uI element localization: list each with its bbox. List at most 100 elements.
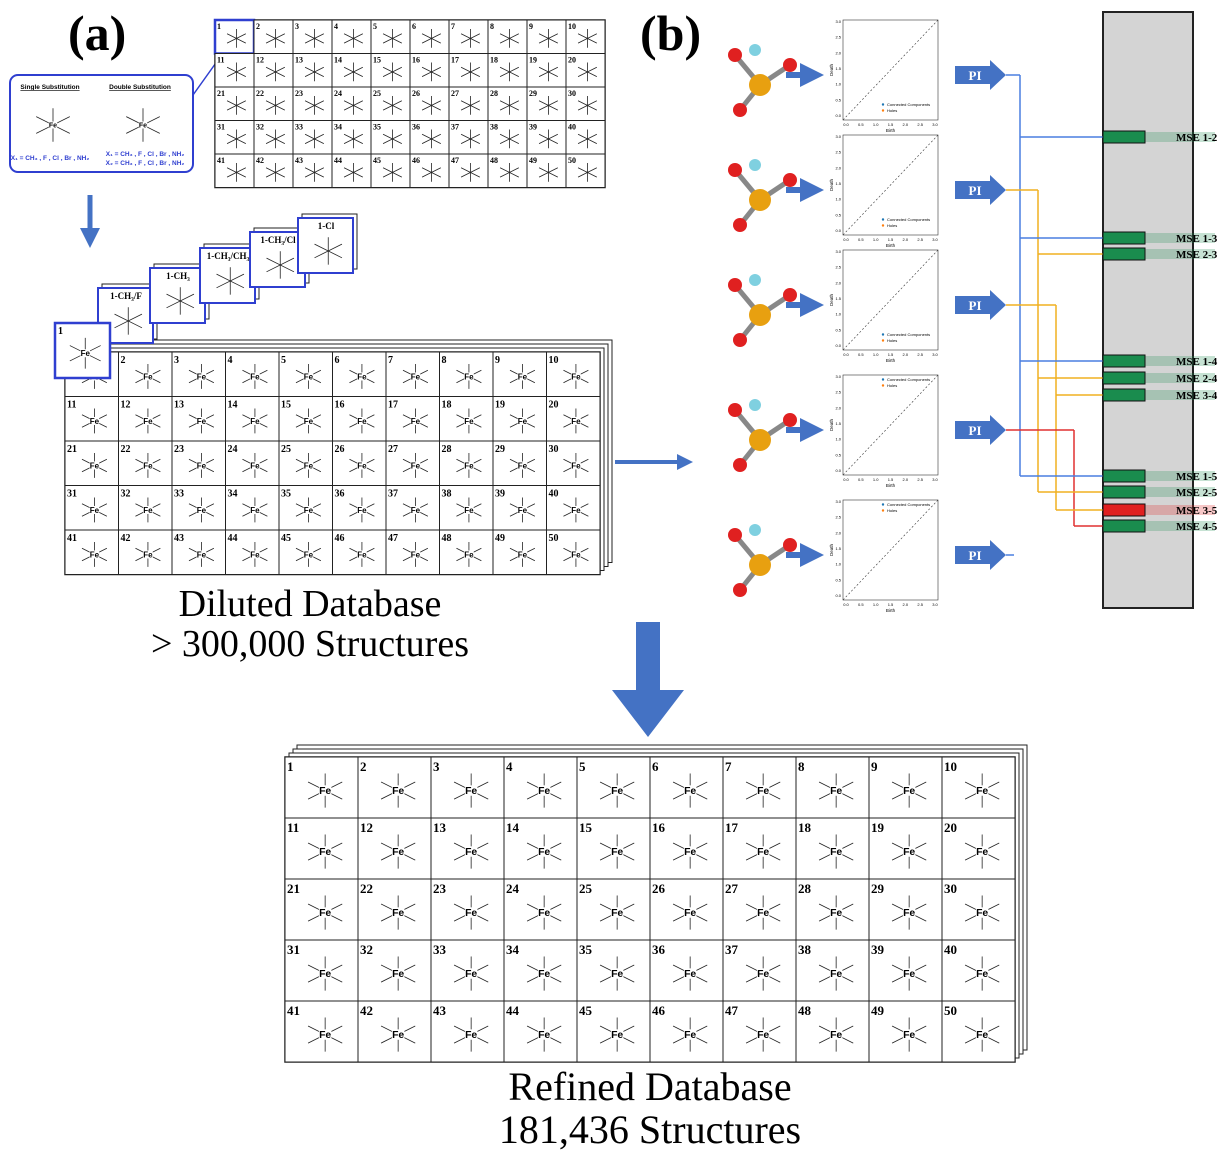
metal: Fe (411, 417, 421, 426)
structure-id: 10 (568, 22, 576, 31)
caption: > 300,000 Structures (151, 623, 469, 665)
tick-label: 3.0 (932, 352, 938, 357)
metal: Fe (464, 372, 474, 381)
metal: Fe (538, 969, 550, 980)
axis-label: Birth (886, 358, 896, 363)
structure-id: 16 (652, 820, 666, 835)
tick-label: 3.0 (835, 249, 841, 254)
structure-id: 29 (529, 89, 537, 98)
structure-id: 49 (529, 156, 537, 165)
structure-id: 37 (388, 489, 398, 500)
legend-label: Connected Components (887, 502, 930, 507)
structure-id: 35 (281, 489, 291, 500)
metal: Fe (250, 506, 260, 515)
structure-id: 11 (217, 56, 225, 65)
structure-id: 3 (433, 759, 440, 774)
metal: Fe (538, 908, 550, 919)
tick-label: 2.0 (835, 280, 841, 285)
metal: Fe (143, 417, 153, 426)
mse-box (1103, 372, 1145, 384)
structure-id: 44 (228, 533, 238, 544)
atom (783, 288, 797, 302)
structure-id: 23 (295, 89, 303, 98)
structure-id: 3 (295, 22, 299, 31)
metal: Fe (90, 417, 100, 426)
atom (728, 403, 742, 417)
metal: Fe (684, 908, 696, 919)
atom (749, 524, 761, 536)
mse-label: MSE 3-5 (1176, 505, 1218, 517)
structure-id: 5 (281, 355, 286, 366)
structure-id: 19 (871, 820, 885, 835)
structure-id: 34 (228, 489, 238, 500)
structure-id: 46 (652, 1003, 666, 1018)
structure-id: 43 (174, 533, 184, 544)
metal: Fe (976, 969, 988, 980)
metal: Fe (830, 908, 842, 919)
structure-id: 26 (412, 89, 420, 98)
structure-id: 42 (256, 156, 264, 165)
atom (783, 413, 797, 427)
metal: Fe (976, 908, 988, 919)
structure-id: 8 (442, 355, 447, 366)
structure-id: 33 (433, 942, 447, 957)
structure-id: 48 (490, 156, 498, 165)
metal: Fe (571, 550, 581, 559)
mse-label: MSE 1-3 (1176, 233, 1218, 245)
metal: Fe (250, 550, 260, 559)
axis-label: Birth (886, 243, 896, 248)
structure-id: 32 (360, 942, 373, 957)
layer-label: 1-CH₃/F (110, 291, 142, 301)
structure-id: 39 (529, 123, 537, 132)
metal: Fe (830, 969, 842, 980)
tick-label: 3.0 (835, 19, 841, 24)
mse-box (1103, 389, 1145, 401)
tick-label: 1.5 (888, 352, 894, 357)
metal: Fe (465, 908, 477, 919)
atom (749, 304, 771, 326)
metal: Fe (357, 417, 367, 426)
structure-id: 41 (217, 156, 225, 165)
mse-box (1103, 520, 1145, 532)
metal: Fe (392, 908, 404, 919)
tick-label: 0.0 (835, 228, 841, 233)
metal: Fe (903, 908, 915, 919)
structure-id: 39 (495, 489, 505, 500)
metal: Fe (611, 908, 623, 919)
axis-label: Birth (886, 483, 896, 488)
tick-label: 3.0 (932, 237, 938, 242)
metal: Fe (684, 847, 696, 858)
tick-label: 0.5 (858, 477, 864, 482)
metal: Fe (392, 1030, 404, 1041)
structure-id: 26 (652, 881, 666, 896)
layer-label: 1-CH₃/Cl (260, 235, 296, 245)
structure-id: 25 (281, 444, 291, 455)
structure-id: 22 (360, 881, 373, 896)
metal: Fe (538, 1030, 550, 1041)
metal: Fe (611, 786, 623, 797)
metal: Fe (757, 847, 769, 858)
metal: Fe (197, 461, 207, 470)
structure-id: 7 (725, 759, 732, 774)
tick-label: 0.5 (858, 352, 864, 357)
caption: 181,436 Structures (499, 1107, 801, 1151)
structure-id: 20 (944, 820, 957, 835)
structure-id: 49 (495, 533, 505, 544)
atom (783, 173, 797, 187)
structure-id: 14 (506, 820, 520, 835)
tick-label: 1.5 (835, 421, 841, 426)
structure-id: 10 (549, 355, 559, 366)
legend-marker (882, 333, 884, 335)
structure-id: 45 (373, 156, 381, 165)
mse-label: MSE 2-3 (1176, 249, 1218, 261)
metal: Fe (538, 847, 550, 858)
atom (783, 538, 797, 552)
metal: Fe (571, 506, 581, 515)
atom (749, 429, 771, 451)
metal: Fe (518, 372, 528, 381)
pi-label: PI (969, 423, 982, 438)
atom (749, 189, 771, 211)
panel-label: (a) (68, 5, 126, 61)
structure-id: 38 (490, 123, 498, 132)
panel-label: (b) (640, 5, 701, 61)
